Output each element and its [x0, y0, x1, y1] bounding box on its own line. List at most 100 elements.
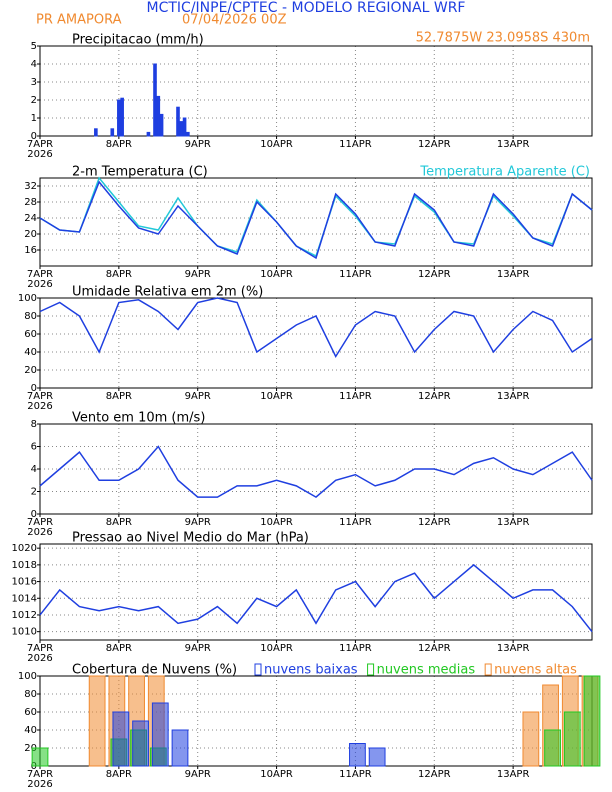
x-tick-label: 12APR [418, 269, 451, 280]
bar [117, 99, 121, 137]
x-tick-label: 10APR [260, 139, 293, 150]
panel-title: Precipitacao (mm/h) [72, 33, 204, 48]
legend-label: nuvens altas [494, 663, 577, 678]
y-tick-label: 6 [31, 442, 37, 453]
bar [132, 720, 149, 767]
x-tick-label: 13APR [497, 643, 530, 654]
y-tick-label: 1018 [12, 560, 37, 571]
line [39, 176, 593, 258]
y-tick-label: 4 [31, 464, 37, 475]
run-date: 07/04/2026 00Z [182, 13, 287, 28]
x-tick-label: 10APR [260, 769, 293, 780]
x-tick-label: 7APR [27, 391, 53, 402]
bar [159, 113, 164, 137]
x-tick-label: 12APR [418, 391, 451, 402]
x-tick-label: 8APR [106, 139, 132, 150]
panel-title: 2-m Temperatura (C) [72, 165, 208, 180]
y-tick-label: 8 [31, 419, 37, 430]
y-tick-label: 2 [31, 95, 37, 106]
y-tick-label: 24 [24, 213, 37, 224]
legend-swatch [484, 663, 492, 676]
x-tick-label: 10APR [260, 269, 293, 280]
legend-label: Temperatura Aparente (C) [419, 165, 590, 180]
x-tick-label: 12APR [418, 139, 451, 150]
x-tick-label: 9APR [185, 643, 211, 654]
y-tick-label: 3 [31, 77, 37, 88]
y-tick-label: 0 [31, 509, 37, 520]
x-tick-label: 13APR [497, 769, 530, 780]
x-tick-label: 10APR [260, 643, 293, 654]
line [39, 445, 593, 499]
x-tick-label: 11APR [339, 643, 372, 654]
x-tick-label: 8APR [106, 391, 132, 402]
y-tick-label: 28 [24, 197, 37, 208]
plot-frame [39, 543, 593, 641]
y-tick-label: 1020 [12, 543, 37, 554]
page-title: MCTIC/INPE/CPTEC - MODELO REGIONAL WRF [147, 0, 466, 16]
x-tick-label: 7APR [27, 769, 53, 780]
legend-label: nuvens medias [377, 663, 476, 678]
x-year: 2026 [27, 653, 52, 664]
x-tick-label: 9APR [185, 769, 211, 780]
bar [186, 131, 190, 137]
x-tick-label: 11APR [339, 139, 372, 150]
y-tick-label: 1016 [12, 577, 37, 588]
x-tick-label: 7APR [27, 643, 53, 654]
y-tick-label: 2 [31, 487, 37, 498]
x-tick-label: 13APR [497, 391, 530, 402]
y-tick-label: 100 [18, 293, 37, 304]
y-tick-label: 4 [31, 59, 37, 70]
x-tick-label: 9APR [185, 517, 211, 528]
line [39, 563, 593, 633]
x-tick-label: 9APR [185, 391, 211, 402]
plot-frame [39, 45, 593, 137]
panel-title: Pressao ao Nivel Medio do Mar (hPa) [72, 531, 309, 546]
bar [112, 711, 130, 767]
x-tick-label: 10APR [260, 517, 293, 528]
bar [156, 95, 161, 137]
x-tick-label: 12APR [418, 517, 451, 528]
x-tick-label: 10APR [260, 391, 293, 402]
bar [146, 131, 151, 137]
y-tick-label: 16 [24, 245, 37, 256]
y-tick-label: 1010 [12, 627, 37, 638]
y-tick-label: 0 [31, 131, 37, 142]
bar [31, 747, 49, 767]
panel-title: Cobertura de Nuvens (%) [72, 663, 237, 678]
bar [120, 97, 124, 137]
x-tick-label: 13APR [497, 269, 530, 280]
y-tick-label: 1012 [12, 610, 37, 621]
bar [153, 63, 157, 137]
bar [544, 729, 561, 767]
y-tick-label: 80 [24, 689, 37, 700]
x-tick-label: 7APR [27, 517, 53, 528]
y-tick-label: 32 [24, 181, 37, 192]
x-tick-label: 8APR [106, 769, 132, 780]
bar [349, 743, 366, 767]
y-tick-label: 20 [24, 229, 37, 240]
plot-frame [39, 297, 593, 389]
x-year: 2026 [27, 401, 52, 412]
x-tick-label: 13APR [497, 517, 530, 528]
x-tick-label: 11APR [339, 269, 372, 280]
plot-frame [39, 423, 593, 515]
y-tick-label: 60 [24, 329, 37, 340]
line [39, 180, 593, 260]
x-tick-label: 7APR [27, 139, 53, 150]
bar [171, 729, 189, 767]
x-tick-label: 8APR [106, 643, 132, 654]
x-tick-label: 12APR [418, 643, 451, 654]
x-tick-label: 12APR [418, 769, 451, 780]
bar [179, 121, 184, 137]
bar [88, 675, 106, 767]
line [39, 297, 593, 359]
x-year: 2026 [27, 527, 52, 538]
y-tick-label: 5 [31, 41, 37, 52]
legend-swatch [367, 663, 375, 676]
bar [583, 675, 601, 767]
y-tick-label: 20 [24, 365, 37, 376]
y-tick-label: 20 [24, 743, 37, 754]
x-tick-label: 8APR [106, 517, 132, 528]
x-tick-label: 11APR [339, 517, 372, 528]
